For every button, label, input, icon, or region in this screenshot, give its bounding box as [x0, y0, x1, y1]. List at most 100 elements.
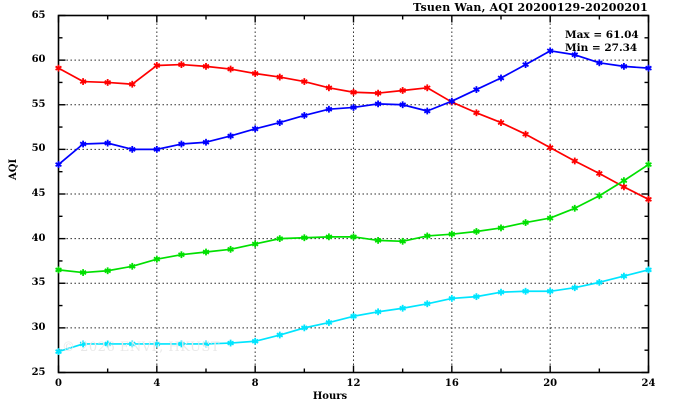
- data-point: [645, 266, 652, 274]
- data-point: [374, 308, 382, 316]
- data-point: [300, 234, 308, 242]
- data-point: [251, 240, 259, 248]
- data-point: [497, 224, 505, 232]
- data-point: [276, 73, 284, 81]
- data-point: [350, 88, 357, 96]
- data-point: [300, 324, 308, 332]
- y-tick-label: 45: [31, 188, 46, 199]
- data-point: [55, 348, 62, 356]
- data-point: [202, 248, 210, 256]
- axis-ticks: [57, 14, 650, 374]
- data-point: [399, 101, 407, 109]
- data-point: [374, 100, 382, 108]
- data-point: [645, 195, 652, 203]
- data-point: [497, 119, 505, 126]
- data-point: [595, 59, 603, 67]
- data-point: [79, 269, 87, 276]
- data-point: [227, 132, 234, 140]
- annotation-max: Max = 61.04: [565, 29, 639, 41]
- data-point: [645, 161, 652, 168]
- data-point: [79, 78, 87, 85]
- data-point: [202, 340, 210, 348]
- data-point: [276, 119, 284, 126]
- data-point: [473, 86, 480, 93]
- data-point: [399, 237, 407, 245]
- data-point: [546, 144, 554, 151]
- data-point: [571, 51, 579, 59]
- data-point: [325, 84, 333, 92]
- data-point: [104, 79, 112, 86]
- data-point: [325, 233, 333, 241]
- data-point: [325, 319, 333, 326]
- x-tick-label: 16: [444, 377, 459, 389]
- data-point: [128, 145, 136, 153]
- data-point: [497, 74, 505, 82]
- y-tick-label: 50: [31, 143, 46, 155]
- data-point: [276, 235, 284, 243]
- data-point: [473, 293, 480, 301]
- data-point: [55, 64, 62, 72]
- annotation-min: Min = 27.34: [565, 42, 638, 54]
- data-point: [251, 125, 259, 133]
- y-tick-label: 55: [31, 98, 46, 110]
- data-point: [620, 177, 628, 185]
- data-point: [645, 64, 652, 72]
- series-red: [55, 61, 652, 203]
- data-point: [300, 78, 308, 85]
- x-tick-label: 8: [251, 377, 259, 389]
- data-point: [104, 139, 112, 147]
- data-point: [227, 339, 234, 347]
- data-point: [423, 300, 431, 308]
- x-axis-label: Hours: [312, 391, 348, 402]
- data-point: [448, 97, 456, 105]
- data-point: [620, 183, 628, 191]
- x-tick-label: 24: [641, 377, 656, 389]
- data-point: [178, 61, 185, 68]
- y-axis-label: AQI: [8, 158, 19, 180]
- y-tick-label: 35: [31, 277, 46, 289]
- series-cyan: [55, 266, 652, 356]
- y-tick-label: 25: [31, 366, 46, 378]
- series-green: [55, 161, 652, 276]
- data-point: [350, 104, 357, 111]
- data-point: [104, 267, 112, 275]
- data-point: [522, 130, 529, 138]
- data-point: [251, 337, 259, 345]
- data-point: [595, 170, 603, 177]
- data-point: [128, 340, 136, 348]
- y-tick-label: 40: [31, 232, 46, 244]
- data-point: [202, 62, 210, 70]
- data-point: [202, 138, 210, 146]
- data-point: [178, 140, 185, 148]
- data-point: [128, 80, 136, 88]
- data-point: [473, 109, 480, 117]
- data-point: [522, 219, 529, 226]
- data-point: [497, 288, 505, 296]
- y-tick-label: 65: [31, 9, 46, 21]
- data-point: [350, 312, 357, 320]
- data-point: [79, 340, 87, 348]
- data-point: [55, 161, 62, 168]
- data-point: [423, 84, 431, 92]
- data-point: [571, 204, 579, 212]
- data-point: [300, 112, 308, 119]
- data-point: [423, 232, 431, 240]
- data-point: [251, 70, 259, 77]
- data-point: [153, 255, 161, 263]
- data-point: [79, 140, 87, 148]
- data-point: [128, 262, 136, 270]
- data-point: [374, 237, 382, 244]
- data-point: [399, 87, 407, 94]
- data-point: [423, 107, 431, 115]
- data-point: [473, 228, 480, 235]
- chart-title: Tsuen Wan, AQI 20200129-20200201: [413, 1, 648, 14]
- y-tick-label: 60: [31, 54, 46, 66]
- data-point: [350, 233, 357, 241]
- data-point: [546, 47, 554, 55]
- data-point: [595, 192, 603, 200]
- data-point: [178, 340, 185, 348]
- data-point: [227, 245, 234, 253]
- data-point: [522, 287, 529, 295]
